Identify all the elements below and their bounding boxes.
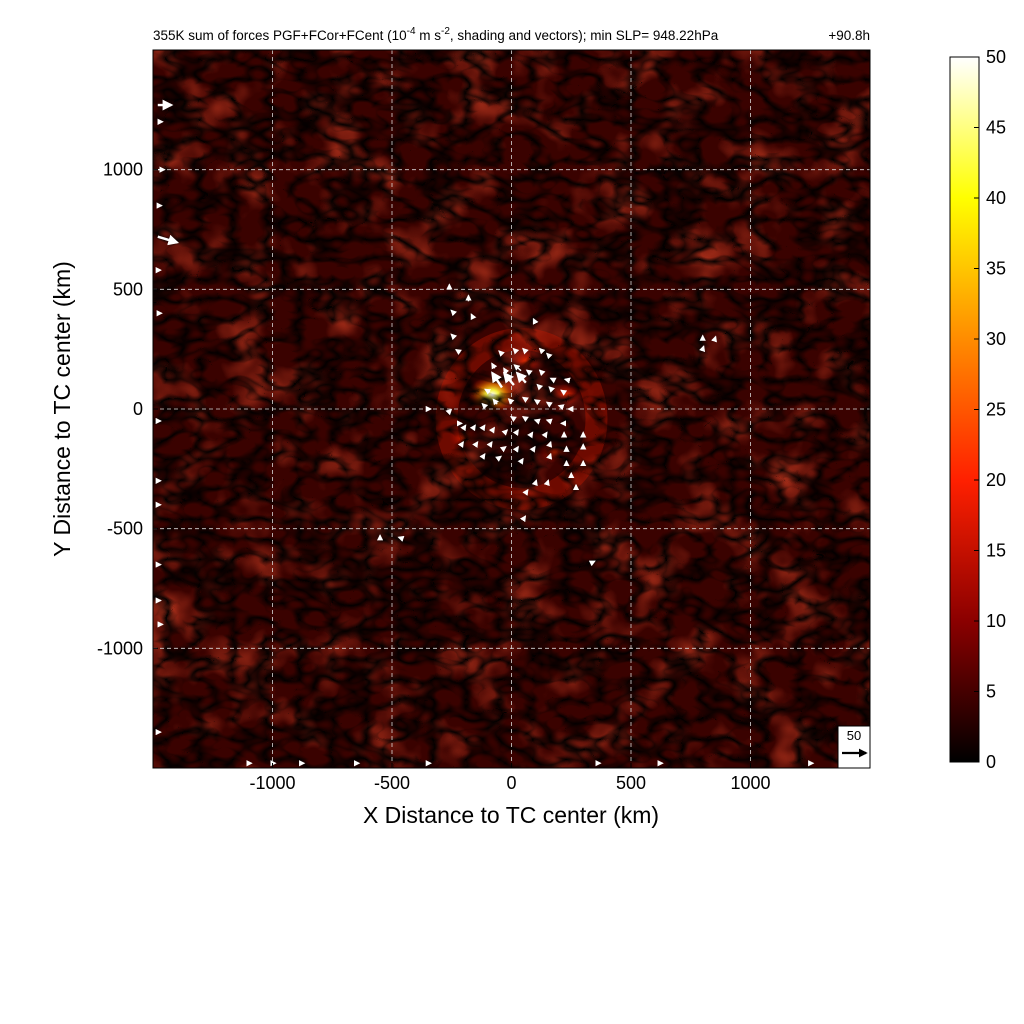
force-vector xyxy=(532,317,539,325)
force-vector xyxy=(543,479,550,487)
force-vector xyxy=(522,347,529,355)
force-vector xyxy=(548,386,556,393)
force-vector xyxy=(538,347,546,355)
colorbar-tick-label: 35 xyxy=(986,259,1006,279)
force-vector xyxy=(541,431,548,439)
force-vector xyxy=(479,424,486,432)
force-vector xyxy=(699,345,706,353)
force-vector xyxy=(481,402,489,410)
y-axis-label: Y Distance to TC center (km) xyxy=(49,261,75,557)
colorbar-ticks: 0 5 10 15 20 25 30 35 40 45 50 xyxy=(974,47,1006,772)
force-vector xyxy=(495,455,503,462)
force-vector xyxy=(521,396,529,403)
force-vector xyxy=(531,479,538,487)
force-vector xyxy=(545,418,553,425)
force-vector xyxy=(450,309,458,317)
force-vector xyxy=(479,452,486,460)
force-vector xyxy=(472,440,479,448)
colorbar-tick-label: 50 xyxy=(986,47,1006,67)
force-vector xyxy=(536,383,544,391)
force-vectors xyxy=(155,99,815,767)
force-vector xyxy=(525,369,533,376)
colorbar-tick-label: 25 xyxy=(986,400,1006,420)
force-vector xyxy=(527,431,534,439)
force-vector xyxy=(454,348,462,356)
colorbar-tick-label: 5 xyxy=(986,682,996,702)
force-vector xyxy=(457,440,464,448)
force-vector xyxy=(507,398,515,405)
force-vector xyxy=(545,401,553,408)
x-tick-label: -500 xyxy=(374,773,410,793)
force-vector xyxy=(491,371,503,389)
x-tick-label: -1000 xyxy=(249,773,295,793)
grid xyxy=(153,50,870,768)
force-vector xyxy=(563,377,571,384)
force-vector xyxy=(557,404,565,411)
force-vector xyxy=(522,488,529,496)
force-vector xyxy=(501,429,509,436)
reference-vector-key: 50 xyxy=(837,725,871,769)
force-vector xyxy=(491,362,498,370)
force-vector xyxy=(470,313,477,321)
force-vector xyxy=(488,426,495,434)
colorbar-tick-label: 40 xyxy=(986,188,1006,208)
force-vector xyxy=(512,445,519,453)
force-vector xyxy=(502,371,515,386)
force-vector xyxy=(546,440,553,448)
y-axis-ticks: -1000 -500 0 500 1000 xyxy=(97,160,158,658)
force-vector xyxy=(549,377,557,384)
force-vector xyxy=(529,445,536,453)
y-tick-label: -1000 xyxy=(97,638,143,658)
x-axis-label: X Distance to TC center (km) xyxy=(363,802,659,828)
colorbar-tick-label: 10 xyxy=(986,611,1006,631)
force-vector xyxy=(711,335,718,343)
colorbar-tick-label: 15 xyxy=(986,541,1006,561)
force-vector xyxy=(517,457,524,465)
force-vector xyxy=(588,560,596,567)
reference-vector-label: 50 xyxy=(847,728,861,743)
heatmap-field xyxy=(153,50,870,768)
force-vector xyxy=(515,371,527,384)
x-tick-label: 0 xyxy=(506,773,516,793)
chart-title: 355K sum of forces PGF+FCor+FCent (10-4 … xyxy=(153,26,719,43)
force-vector xyxy=(499,446,507,453)
force-vector xyxy=(509,415,517,423)
force-vector xyxy=(533,399,541,406)
x-tick-label: 1000 xyxy=(730,773,770,793)
colorbar-tick-label: 45 xyxy=(986,118,1006,138)
forecast-time: +90.8h xyxy=(828,28,870,43)
force-vector xyxy=(512,429,519,436)
force-vector xyxy=(519,515,527,523)
force-vector xyxy=(521,415,529,423)
force-vector xyxy=(486,440,493,448)
force-vector xyxy=(460,424,467,432)
colorbar-tick-label: 30 xyxy=(986,329,1006,349)
force-vector xyxy=(546,452,553,460)
force-vector xyxy=(450,333,458,341)
force-vector xyxy=(157,234,180,246)
force-vector xyxy=(545,352,553,360)
force-vector xyxy=(513,364,522,372)
force-vector xyxy=(512,347,520,355)
colorbar-tick-label: 20 xyxy=(986,470,1006,490)
y-tick-label: 500 xyxy=(113,279,143,299)
force-vector xyxy=(445,408,453,416)
force-vector xyxy=(397,535,405,542)
y-tick-label: 0 xyxy=(133,399,143,419)
force-vector xyxy=(538,369,546,377)
y-tick-label: 1000 xyxy=(103,160,143,180)
force-vector xyxy=(533,418,541,425)
y-tick-label: -500 xyxy=(107,519,143,539)
force-vector xyxy=(492,398,499,406)
force-vector xyxy=(469,424,476,432)
x-tick-label: 500 xyxy=(616,773,646,793)
force-vector xyxy=(484,388,492,395)
colorbar-tick-label: 0 xyxy=(986,752,996,772)
force-vector xyxy=(560,389,568,396)
x-axis-ticks: -1000 -500 0 500 1000 xyxy=(249,763,771,793)
force-vector xyxy=(498,350,505,357)
